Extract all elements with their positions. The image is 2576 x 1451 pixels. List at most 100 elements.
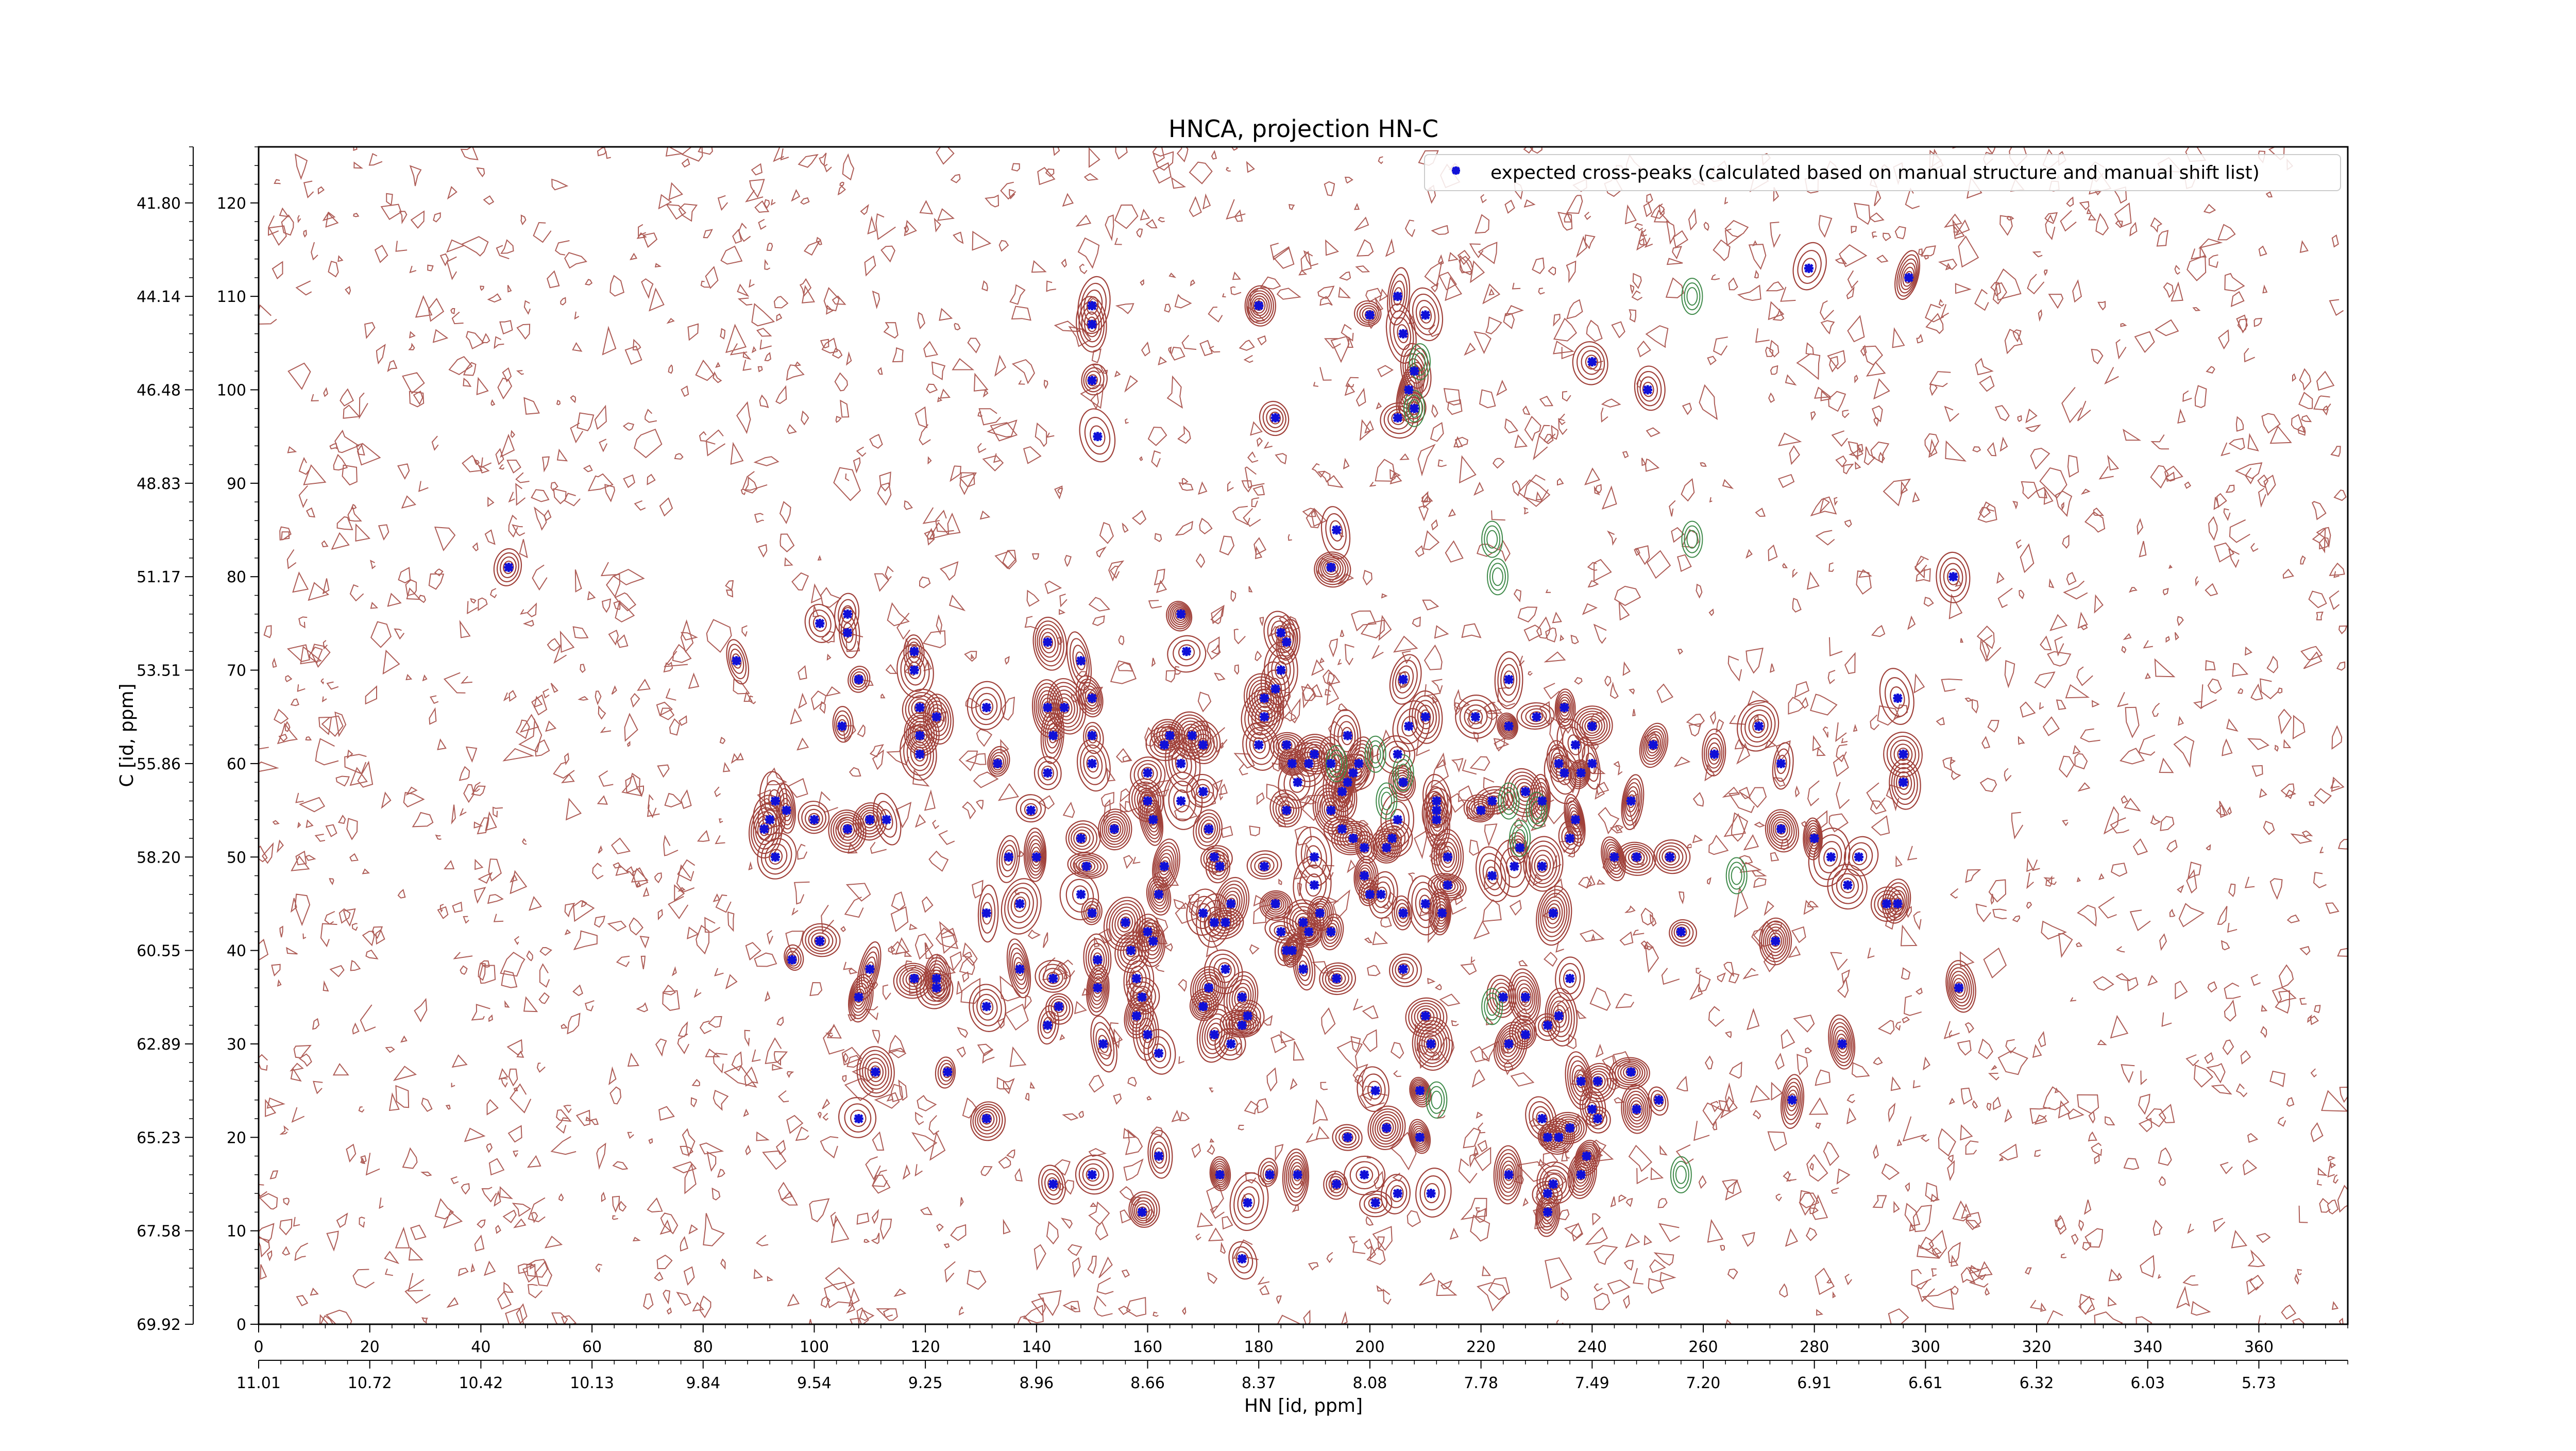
- cross-peak-marker: [1315, 908, 1325, 918]
- peak-contour: [1127, 977, 1160, 1015]
- cross-peak-marker: [1276, 927, 1286, 937]
- cross-peak-marker: [931, 974, 941, 984]
- cross-peak-marker: [1404, 721, 1414, 731]
- peak-contour: [1564, 794, 1586, 847]
- peak-contour: [1326, 1173, 1346, 1197]
- cross-peak-marker: [1776, 758, 1786, 768]
- x-ppm-tick-label: 8.66: [1130, 1374, 1165, 1392]
- peak-contour: [924, 697, 952, 740]
- cross-peak-marker: [782, 805, 791, 815]
- peak-contour: [1204, 1018, 1226, 1050]
- peak-contour: [1542, 1204, 1553, 1221]
- peak-contour: [1133, 760, 1162, 789]
- peak-contour: [1264, 642, 1298, 698]
- peak-contour: [1499, 716, 1517, 737]
- peak-contour: [1516, 702, 1555, 730]
- cross-peak-marker: [915, 731, 925, 740]
- cross-peak-marker: [1632, 852, 1641, 862]
- peak-contour: [1194, 733, 1212, 754]
- peak-contour: [927, 960, 948, 997]
- cross-peak-marker: [909, 665, 919, 675]
- peak-contour: [1893, 767, 1916, 800]
- cross-peak-marker: [1337, 787, 1347, 797]
- cross-peak-marker: [1420, 1011, 1430, 1021]
- peak-contour: [1417, 704, 1434, 730]
- peak-contour: [1622, 778, 1642, 826]
- peak-contour: [1260, 1161, 1277, 1185]
- cross-peak-marker: [1176, 796, 1186, 806]
- peak-contour: [1319, 962, 1357, 996]
- peak-contour: [760, 838, 792, 875]
- peak-contour: [1338, 1129, 1357, 1145]
- peak-contour: [1502, 1164, 1515, 1185]
- peak-contour: [1473, 786, 1514, 815]
- peak-contour: [1567, 1055, 1591, 1106]
- peak-contour: [1831, 1022, 1853, 1064]
- peak-contour: [1139, 1017, 1155, 1049]
- peak-contour: [1622, 846, 1651, 871]
- cross-peak-marker: [815, 936, 825, 946]
- cross-peak-marker: [1382, 1123, 1392, 1133]
- cross-peak-marker: [1293, 1170, 1302, 1179]
- peak-contour: [1549, 1111, 1587, 1144]
- peak-contour: [1188, 724, 1218, 761]
- peak-contour: [1151, 1043, 1166, 1062]
- cross-peak-marker: [1570, 815, 1580, 824]
- peak-contour: [1267, 896, 1284, 913]
- peak-contour: [1321, 917, 1342, 948]
- peak-contour: [1500, 847, 1527, 888]
- x-ppm-tick-label: 6.61: [1908, 1374, 1943, 1392]
- cross-peak-marker: [1504, 674, 1514, 684]
- peak-contour: [1214, 1165, 1226, 1184]
- peak-contour: [1548, 1177, 1560, 1190]
- peak-contour: [1380, 1174, 1411, 1214]
- cross-peak-marker: [1326, 563, 1336, 572]
- cross-peak-marker: [1948, 572, 1958, 582]
- peak-contour: [1045, 993, 1074, 1025]
- peak-contour: [1041, 632, 1056, 654]
- peak-contour: [971, 687, 1002, 726]
- cross-peak-marker: [1081, 862, 1091, 871]
- peak-contour: [1420, 709, 1431, 724]
- peak-contour: [870, 1065, 881, 1078]
- peak-contour: [1309, 898, 1332, 929]
- peak-contour: [1624, 786, 1639, 817]
- peak-contour: [937, 1059, 955, 1085]
- peak-contour: [1042, 712, 1063, 759]
- peak-contour: [812, 615, 827, 632]
- peak-contour: [1214, 876, 1250, 930]
- cross-peak-marker: [1899, 749, 1908, 759]
- cross-peak-marker: [843, 609, 853, 619]
- x-tick-label: 120: [911, 1338, 940, 1356]
- cross-peak-marker: [1365, 889, 1375, 899]
- cross-peak-marker: [1899, 778, 1908, 787]
- cross-peak-marker: [1404, 385, 1414, 395]
- cross-peak-marker: [1143, 768, 1153, 778]
- peak-contour: [1083, 367, 1105, 393]
- peak-contour: [1558, 1118, 1580, 1138]
- peak-contour: [1642, 728, 1665, 762]
- peak-contour: [850, 668, 869, 690]
- cross-peak-marker: [1560, 703, 1569, 713]
- cross-peak-marker: [1282, 946, 1292, 955]
- peak-contour: [1419, 1027, 1445, 1060]
- cross-peak-marker: [1087, 731, 1097, 740]
- peak-contour: [1010, 891, 1030, 918]
- cross-peak-marker: [732, 656, 741, 666]
- peak-contour: [1237, 1186, 1260, 1219]
- negative-contour: [1378, 787, 1395, 815]
- peak-contour: [1413, 1082, 1428, 1102]
- peak-contour: [1567, 1150, 1597, 1199]
- x-ppm-tick-label: 8.37: [1242, 1374, 1276, 1392]
- peak-contour: [1320, 557, 1344, 580]
- cross-peak-marker: [1587, 357, 1597, 367]
- peak-contour: [1106, 818, 1124, 840]
- negative-contour: [1428, 1086, 1445, 1114]
- negative-contour: [1326, 745, 1348, 782]
- peak-contour: [1561, 1121, 1578, 1135]
- peak-contour: [1209, 1156, 1231, 1191]
- cross-peak-marker: [1837, 1039, 1847, 1049]
- peak-contour: [1201, 1013, 1228, 1054]
- peak-contour: [1328, 970, 1346, 987]
- peak-contour: [1639, 722, 1669, 768]
